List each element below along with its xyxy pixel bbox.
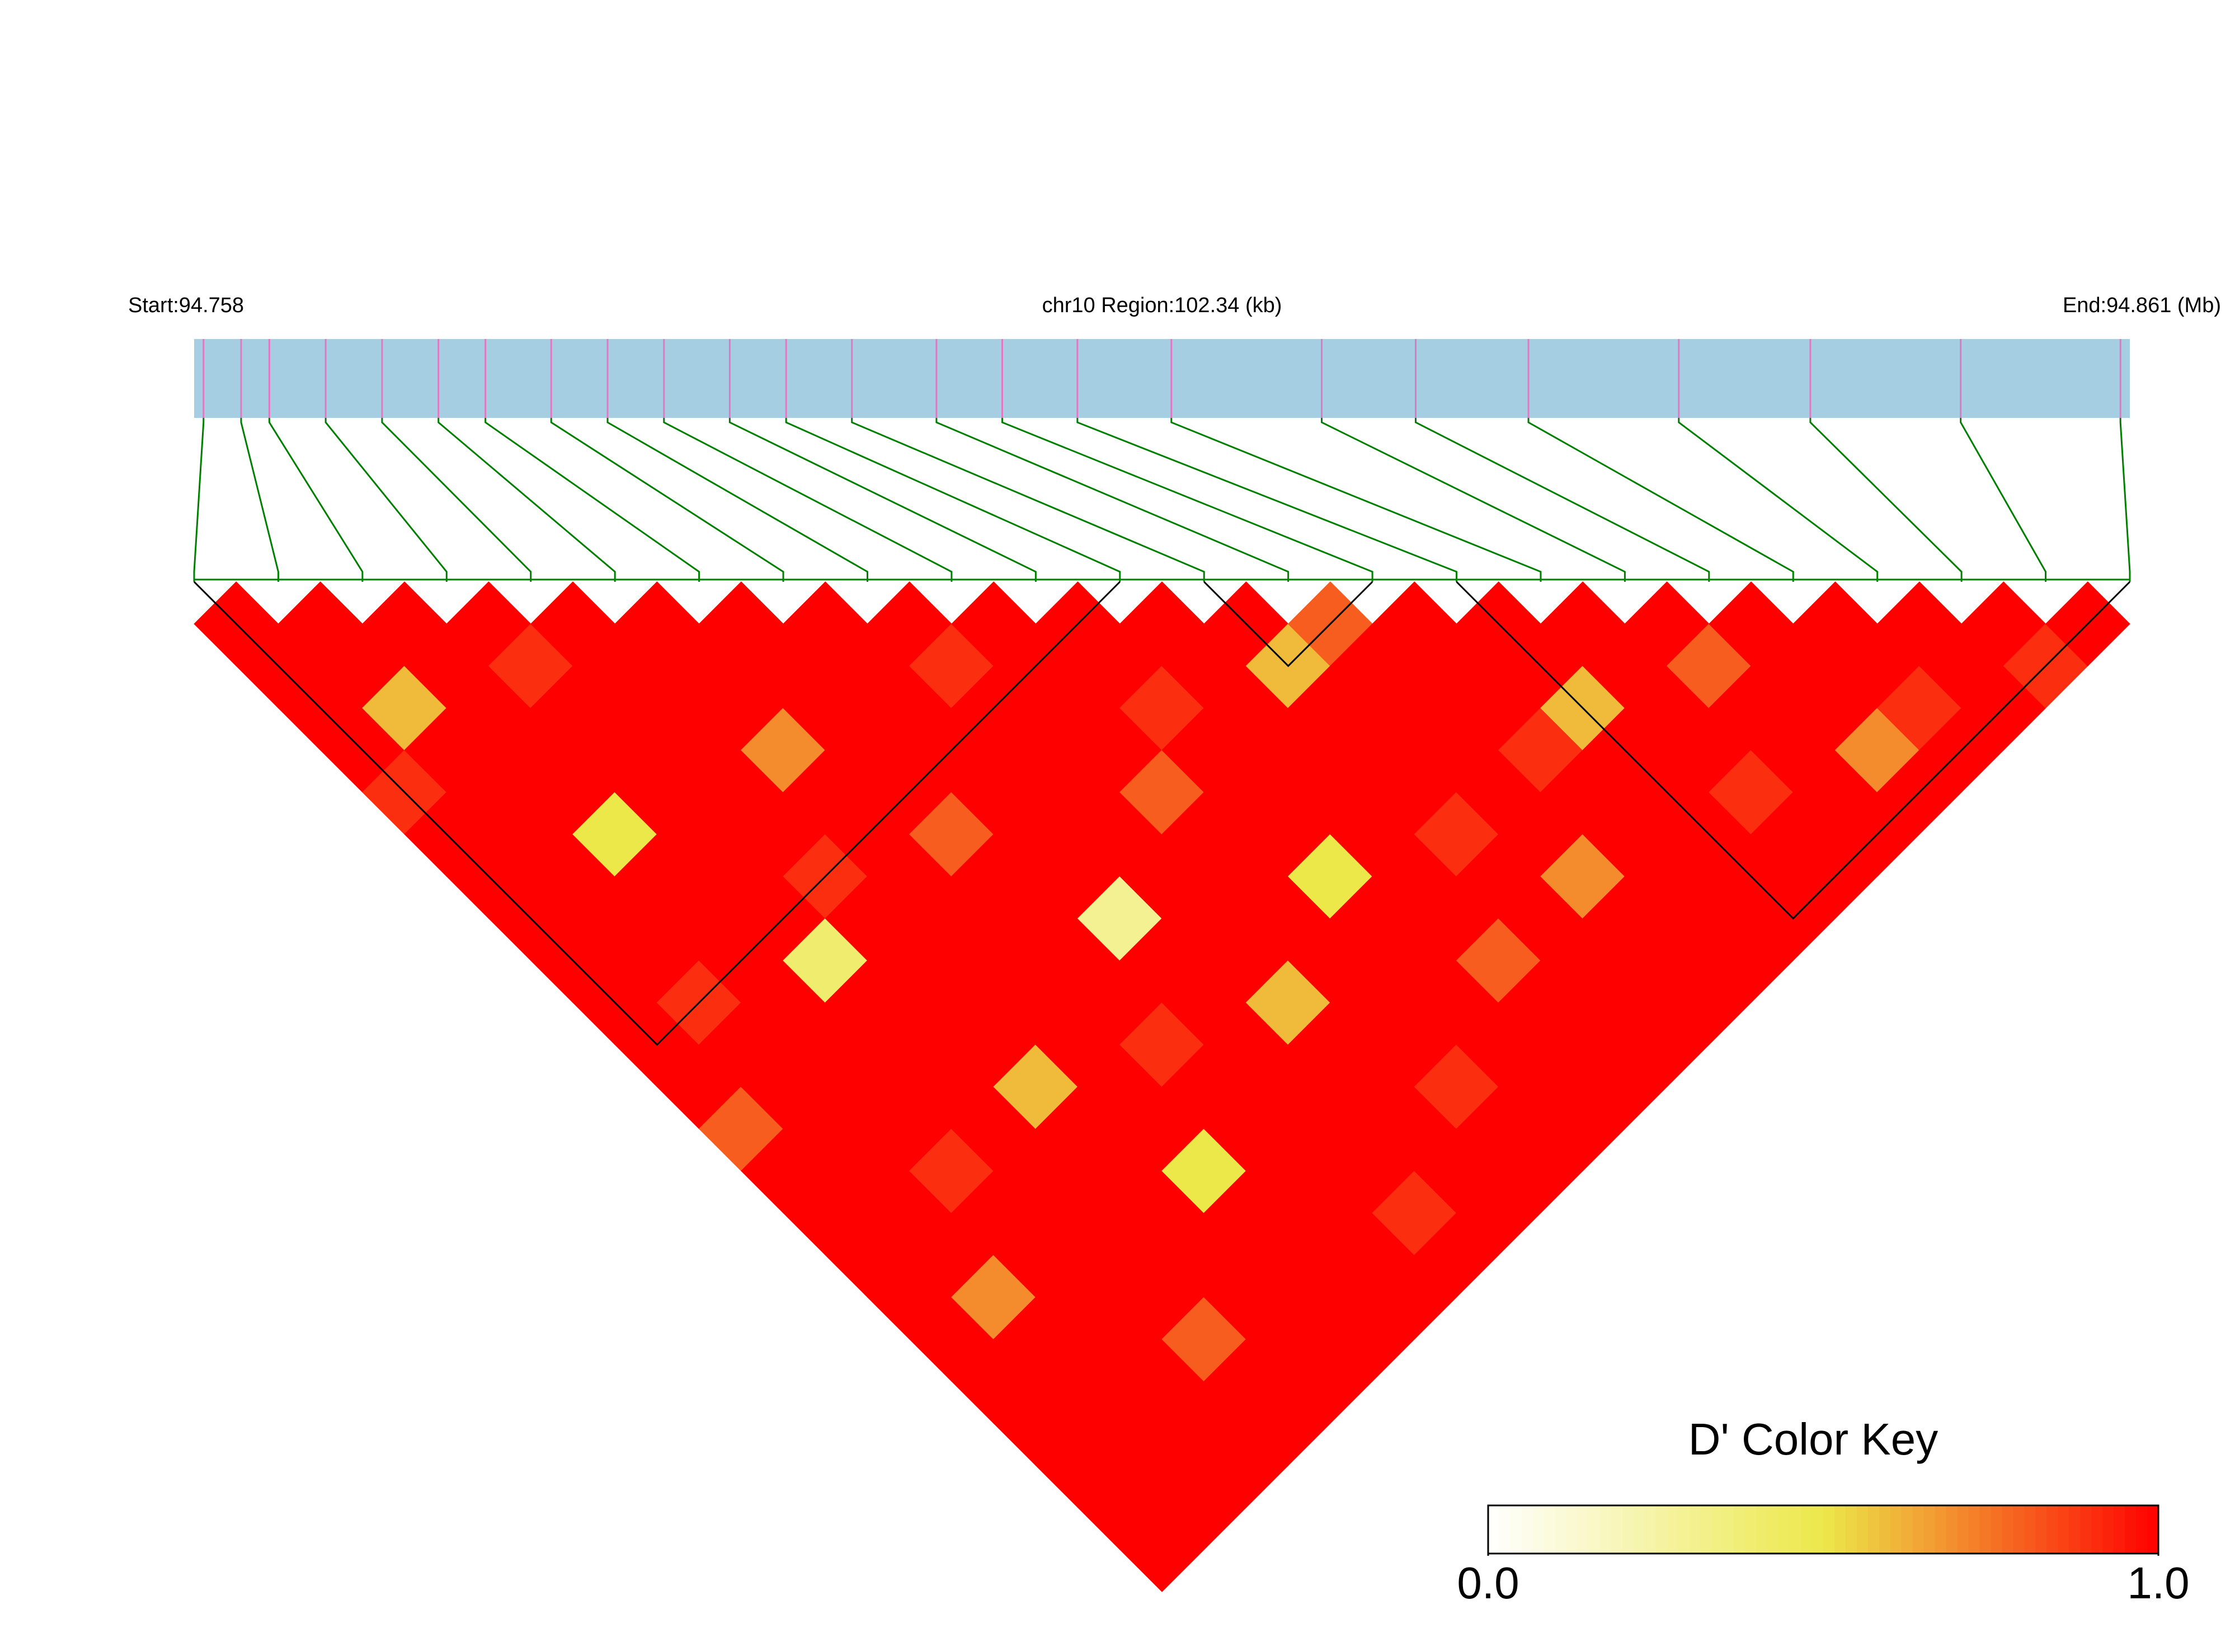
snp-link xyxy=(484,418,700,582)
snp-link xyxy=(1001,418,1373,582)
color-key-swatch xyxy=(1499,1505,1511,1554)
color-key-swatch xyxy=(2002,1505,2014,1554)
region-title: chr10 Region:102.34 (kb) xyxy=(1042,294,1282,317)
start-label: Start:94.758 xyxy=(128,294,244,317)
color-key-swatch xyxy=(1890,1505,1902,1554)
snp-link xyxy=(1527,418,1794,582)
color-key-swatch xyxy=(1622,1505,1634,1554)
snp-link xyxy=(1414,418,1710,582)
snp-track xyxy=(194,339,2130,418)
snp-link xyxy=(935,418,1290,582)
color-key-swatch xyxy=(2013,1505,2025,1554)
snp-link xyxy=(728,418,1037,582)
snp-link xyxy=(324,418,448,582)
color-key-swatch xyxy=(1711,1505,1724,1554)
color-key-swatch xyxy=(1588,1505,1601,1554)
color-key-swatch xyxy=(1801,1505,1813,1554)
color-key-swatch xyxy=(2102,1505,2115,1554)
snp-link xyxy=(381,418,532,582)
color-key-swatch xyxy=(1790,1505,1802,1554)
color-key-tick-label: 1.0 xyxy=(2127,1558,2189,1608)
color-key-swatch xyxy=(2080,1505,2092,1554)
snp-link xyxy=(1321,418,1626,582)
color-key-swatch xyxy=(1979,1505,1992,1554)
color-key-swatch xyxy=(1823,1505,1835,1554)
snp-link xyxy=(663,418,953,582)
color-key-swatch xyxy=(2091,1505,2104,1554)
snp-link xyxy=(550,418,784,582)
color-key-swatch xyxy=(2069,1505,2081,1554)
color-key-swatch xyxy=(1923,1505,1936,1554)
color-key-swatch xyxy=(1488,1505,1500,1554)
color-key-swatch xyxy=(2046,1505,2059,1554)
color-key-swatch xyxy=(2035,1505,2048,1554)
color-key-swatch xyxy=(1566,1505,1578,1554)
snp-link xyxy=(1076,418,1458,582)
ld-block-outline xyxy=(1203,581,1373,667)
color-key-swatch xyxy=(1879,1505,1891,1554)
color-key-swatch xyxy=(1756,1505,1768,1554)
color-key-swatch xyxy=(1901,1505,1913,1554)
color-key-swatch xyxy=(1812,1505,1824,1554)
color-key-swatch xyxy=(1723,1505,1735,1554)
color-key-swatch xyxy=(1644,1505,1657,1554)
color-key-swatch xyxy=(1599,1505,1612,1554)
color-key-swatch xyxy=(1678,1505,1690,1554)
color-key-swatch xyxy=(1555,1505,1567,1554)
color-key-swatch xyxy=(2114,1505,2126,1554)
color-key-swatch xyxy=(1689,1505,1701,1554)
color-key-swatch xyxy=(1745,1505,1757,1554)
color-key-swatch xyxy=(1655,1505,1668,1554)
color-key-swatch xyxy=(1856,1505,1869,1554)
color-key-swatch xyxy=(1778,1505,1791,1554)
color-key-swatch xyxy=(1532,1505,1545,1554)
snp-link xyxy=(785,418,1121,582)
color-key-swatch xyxy=(1577,1505,1589,1554)
snp-link xyxy=(606,418,868,582)
color-key-swatch xyxy=(1968,1505,1980,1554)
color-key-swatch xyxy=(1867,1505,1880,1554)
color-key-swatch xyxy=(1946,1505,1958,1554)
color-key-swatch xyxy=(1845,1505,1857,1554)
color-key-swatch xyxy=(2058,1505,2070,1554)
color-key-swatch xyxy=(1767,1505,1780,1554)
color-key-swatch xyxy=(1510,1505,1522,1554)
snp-link xyxy=(268,418,364,582)
snp-link xyxy=(1809,418,1963,582)
color-key-swatch xyxy=(1700,1505,1712,1554)
snp-link xyxy=(1170,418,1542,582)
color-key-swatch xyxy=(1667,1505,1679,1554)
snp-link xyxy=(437,418,616,582)
color-key-swatch xyxy=(1544,1505,1556,1554)
color-key-title: D' Color Key xyxy=(1688,1414,1938,1464)
color-key-swatch xyxy=(2147,1505,2159,1554)
snp-link xyxy=(2119,418,2131,582)
color-key-swatch xyxy=(1521,1505,1533,1554)
ld-block-outline xyxy=(193,581,1121,1046)
color-key-swatch xyxy=(2136,1505,2148,1554)
snp-link xyxy=(851,418,1205,582)
color-key-swatch xyxy=(1935,1505,1947,1554)
color-key-swatch xyxy=(1611,1505,1623,1554)
color-key-swatch xyxy=(1957,1505,1969,1554)
color-key-swatch xyxy=(1991,1505,2003,1554)
color-key-swatch xyxy=(2125,1505,2137,1554)
color-key-tick-label: 0.0 xyxy=(1457,1558,1519,1608)
snp-link xyxy=(1678,418,1879,582)
ld-block-outline xyxy=(1456,581,2131,920)
color-key-swatch xyxy=(2024,1505,2036,1554)
end-label: End:94.861 (Mb) xyxy=(2063,294,2221,317)
snp-link xyxy=(240,418,279,582)
color-key-border xyxy=(1487,1504,2159,1555)
color-key-swatch xyxy=(1912,1505,1925,1554)
color-key-swatch xyxy=(1834,1505,1846,1554)
snp-link xyxy=(1960,418,2047,582)
color-key-swatch xyxy=(1734,1505,1746,1554)
snp-link xyxy=(193,418,205,582)
color-key-swatch xyxy=(1633,1505,1645,1554)
